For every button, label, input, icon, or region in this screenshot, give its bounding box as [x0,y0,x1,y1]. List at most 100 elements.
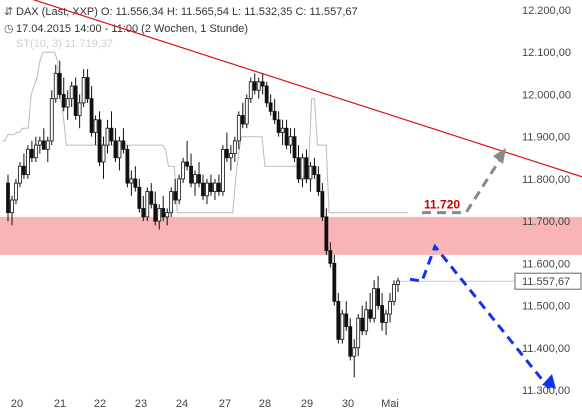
candle-body [57,72,62,95]
candle-body [14,182,18,201]
candle-body [213,182,217,192]
candle-body [392,284,396,302]
x-tick-label: 20 [11,398,23,410]
candle-body [181,161,186,180]
candle-body [133,178,138,188]
candle-body [396,280,400,285]
candle-body [372,288,377,319]
candle-body [244,98,249,125]
candle-body [388,300,392,315]
candle-body [89,98,94,133]
last-price-label: 11.557,67 [522,276,570,288]
candle-body [260,81,265,87]
candle-body [332,262,337,302]
y-tick-label: 11.700,00 [522,216,570,228]
x-tick-label: 30 [342,398,354,410]
candle-body [69,85,74,100]
candle-body [256,81,261,91]
candle-body [368,309,373,319]
chart-header-indicator: ST(10, 3) 11.719,37 [4,38,113,50]
candle-body [284,127,289,146]
candle-body [280,127,285,133]
candle-body [49,98,54,142]
candle-body [364,309,369,332]
candle-body [157,208,162,222]
candle-body [352,347,357,357]
y-tick-label: 12.200,00 [522,5,571,17]
candle-body [77,102,82,116]
candle-body [312,165,317,176]
candle-body [205,182,209,197]
candle-body [336,300,341,340]
x-tick-label: 29 [301,398,313,410]
candle-body [272,110,277,121]
x-tick-label: 24 [176,398,188,410]
candle-body [37,140,42,146]
candle-body [73,85,78,116]
candle-body [348,326,353,357]
candle-body [288,136,293,146]
candle-body [217,182,221,192]
chart-header-timerange: ◷ 17.04.2015 14:00 - 11:00 (2 Wochen, 1 S… [4,22,248,35]
candle-body [240,115,245,125]
candlestick-icon: ⇵ [4,6,14,18]
candle-body [197,174,201,184]
x-tick-label: 28 [259,398,271,410]
candle-body [41,140,46,150]
ohlc-readout: DAX (Last, XXP) O: 11.556,34 H: 11.565,5… [16,6,358,18]
candle-body [316,174,321,192]
candle-body [384,313,388,323]
candle-body [6,182,10,214]
candle-body [85,77,90,100]
y-tick-label: 12.100,00 [522,47,571,59]
candle-body [165,212,170,218]
y-tick-label: 12.000,00 [522,89,571,101]
candle-body [268,102,273,112]
candle-body [344,313,349,328]
y-tick-label: 11.800,00 [522,174,570,186]
candle-body [224,148,229,159]
indicator-readout: ST(10, 3) 11.719,37 [16,38,114,50]
x-tick-label: Mai [381,398,399,410]
candle-body [252,81,257,91]
candle-body [185,161,189,167]
candle-body [236,115,241,142]
candle-body [169,191,174,214]
candle-body [145,191,150,218]
candle-body [320,191,325,218]
candle-body [53,72,58,100]
candle-body [220,148,225,192]
candle-body [304,157,309,180]
candle-body [125,148,130,184]
candle-body [61,94,66,108]
candle-body [232,140,237,154]
candle-body [201,182,205,197]
candle-body [161,208,166,218]
y-tick-label: 11.500,00 [522,301,570,313]
candle-body [356,317,361,349]
candle-body [173,191,178,201]
candle-body [177,178,182,201]
candle-body [109,127,114,142]
candle-body [81,77,86,104]
candle-body [308,165,313,180]
candle-body [328,250,333,264]
candle-body [292,136,297,159]
candle-body [360,317,365,332]
candle-body [137,186,142,209]
candle-body [189,165,193,184]
supertrend-line [2,51,408,214]
up-arrow-head [493,148,506,164]
candle-body [113,140,118,159]
x-tick-label: 23 [135,398,147,410]
candle-body [376,288,381,306]
down-scenario-arrow [409,243,551,390]
y-tick-label: 11.400,00 [522,343,570,355]
candle-body [121,140,126,150]
candle-body [105,127,110,146]
candle-body [129,178,134,184]
candle-body [141,208,146,218]
chart-header-ohlc: ⇵ DAX (Last, XXP) O: 11.556,34 H: 11.565,… [4,5,358,18]
candle-body [33,144,38,159]
